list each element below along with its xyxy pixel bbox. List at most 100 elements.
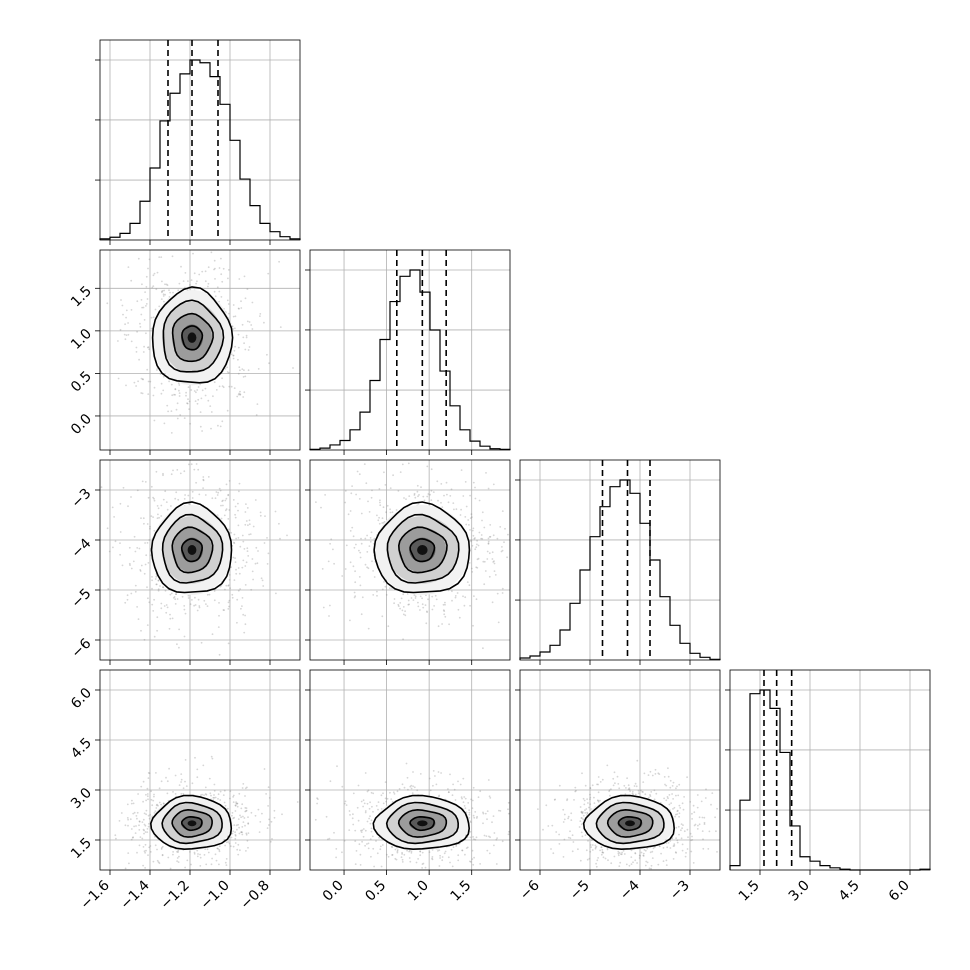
scatter-point bbox=[266, 353, 268, 356]
scatter-point bbox=[227, 608, 230, 610]
scatter-point bbox=[486, 810, 489, 812]
scatter-point bbox=[200, 641, 203, 644]
scatter-point bbox=[142, 780, 145, 783]
scatter-point bbox=[170, 592, 173, 595]
scatter-point bbox=[225, 483, 228, 486]
scatter-point bbox=[213, 290, 216, 293]
scatter-point bbox=[476, 539, 478, 542]
scatter-point bbox=[694, 823, 697, 826]
scatter-point bbox=[262, 585, 265, 587]
scatter-point bbox=[367, 789, 370, 792]
scatter-point bbox=[654, 768, 657, 771]
scatter-point bbox=[246, 547, 249, 550]
scatter-point bbox=[228, 599, 231, 602]
scatter-point bbox=[507, 801, 510, 804]
scatter-point bbox=[474, 537, 476, 539]
panel-1-0: 0.00.51.01.5 bbox=[68, 249, 301, 455]
scatter-point bbox=[370, 791, 373, 794]
scatter-point bbox=[378, 522, 381, 525]
scatter-point bbox=[153, 499, 156, 502]
scatter-point bbox=[136, 606, 139, 608]
scatter-point bbox=[432, 491, 435, 493]
scatter-point bbox=[419, 595, 422, 598]
scatter-point bbox=[613, 771, 616, 774]
scatter-point bbox=[345, 804, 348, 806]
scatter-point bbox=[472, 534, 475, 537]
scatter-point bbox=[701, 830, 704, 832]
scatter-point bbox=[642, 791, 644, 793]
scatter-point bbox=[422, 862, 425, 865]
scatter-point bbox=[178, 395, 181, 397]
scatter-point bbox=[639, 855, 641, 857]
scatter-point bbox=[244, 375, 247, 378]
scatter-point bbox=[671, 793, 673, 795]
scatter-point bbox=[162, 474, 164, 477]
scatter-point bbox=[463, 805, 466, 807]
scatter-point bbox=[385, 800, 387, 803]
scatter-point bbox=[361, 840, 363, 843]
scatter-point bbox=[187, 398, 189, 401]
scatter-point bbox=[227, 528, 230, 531]
scatter-point bbox=[246, 507, 249, 509]
scatter-point bbox=[137, 793, 140, 795]
scatter-point bbox=[251, 301, 254, 304]
scatter-point bbox=[213, 794, 215, 796]
scatter-point bbox=[246, 550, 249, 552]
scatter-point bbox=[367, 842, 370, 845]
scatter-point bbox=[223, 514, 226, 517]
scatter-point bbox=[193, 851, 196, 854]
scatter-point bbox=[233, 541, 235, 544]
scatter-point bbox=[493, 832, 496, 834]
scatter-point bbox=[220, 296, 223, 298]
scatter-point bbox=[401, 858, 404, 861]
scatter-point bbox=[657, 863, 660, 866]
scatter-point bbox=[677, 825, 680, 828]
scatter-point bbox=[160, 602, 163, 605]
scatter-point bbox=[234, 810, 237, 812]
scatter-point bbox=[245, 503, 247, 505]
scatter-point bbox=[148, 258, 151, 261]
scatter-point bbox=[369, 540, 372, 543]
scatter-point bbox=[363, 802, 366, 805]
scatter-point bbox=[178, 646, 180, 649]
scatter-point bbox=[143, 812, 146, 815]
scatter-point bbox=[665, 842, 668, 845]
scatter-point bbox=[173, 596, 176, 598]
scatter-point bbox=[185, 785, 188, 787]
scatter-point bbox=[223, 801, 226, 804]
scatter-point bbox=[589, 796, 592, 799]
scatter-point bbox=[485, 835, 488, 837]
scatter-point bbox=[149, 845, 152, 847]
scatter-point bbox=[144, 563, 147, 566]
scatter-point bbox=[236, 395, 239, 398]
scatter-point bbox=[464, 516, 467, 518]
scatter-point bbox=[229, 797, 231, 800]
scatter-point bbox=[202, 476, 205, 478]
scatter-point bbox=[621, 851, 623, 854]
y-tick-label: 3.0 bbox=[68, 785, 95, 812]
scatter-point bbox=[691, 835, 693, 838]
scatter-point bbox=[151, 815, 154, 818]
scatter-point bbox=[146, 831, 149, 833]
scatter-point bbox=[147, 814, 150, 817]
scatter-point bbox=[193, 468, 196, 471]
scatter-point bbox=[176, 469, 179, 471]
scatter-point bbox=[585, 808, 588, 810]
scatter-point bbox=[214, 853, 217, 856]
scatter-point bbox=[153, 497, 155, 500]
scatter-point bbox=[393, 602, 395, 605]
scatter-point bbox=[396, 849, 399, 851]
scatter-point bbox=[504, 527, 506, 530]
scatter-point bbox=[467, 519, 470, 521]
scatter-point bbox=[134, 590, 137, 593]
scatter-point bbox=[382, 792, 384, 795]
scatter-point bbox=[190, 279, 193, 281]
scatter-point bbox=[367, 500, 369, 503]
scatter-point bbox=[188, 408, 191, 410]
scatter-point bbox=[232, 354, 235, 357]
scatter-point bbox=[278, 522, 280, 525]
scatter-point bbox=[195, 391, 197, 394]
scatter-point bbox=[238, 392, 241, 395]
scatter-point bbox=[402, 606, 405, 608]
scatter-point bbox=[224, 804, 227, 807]
